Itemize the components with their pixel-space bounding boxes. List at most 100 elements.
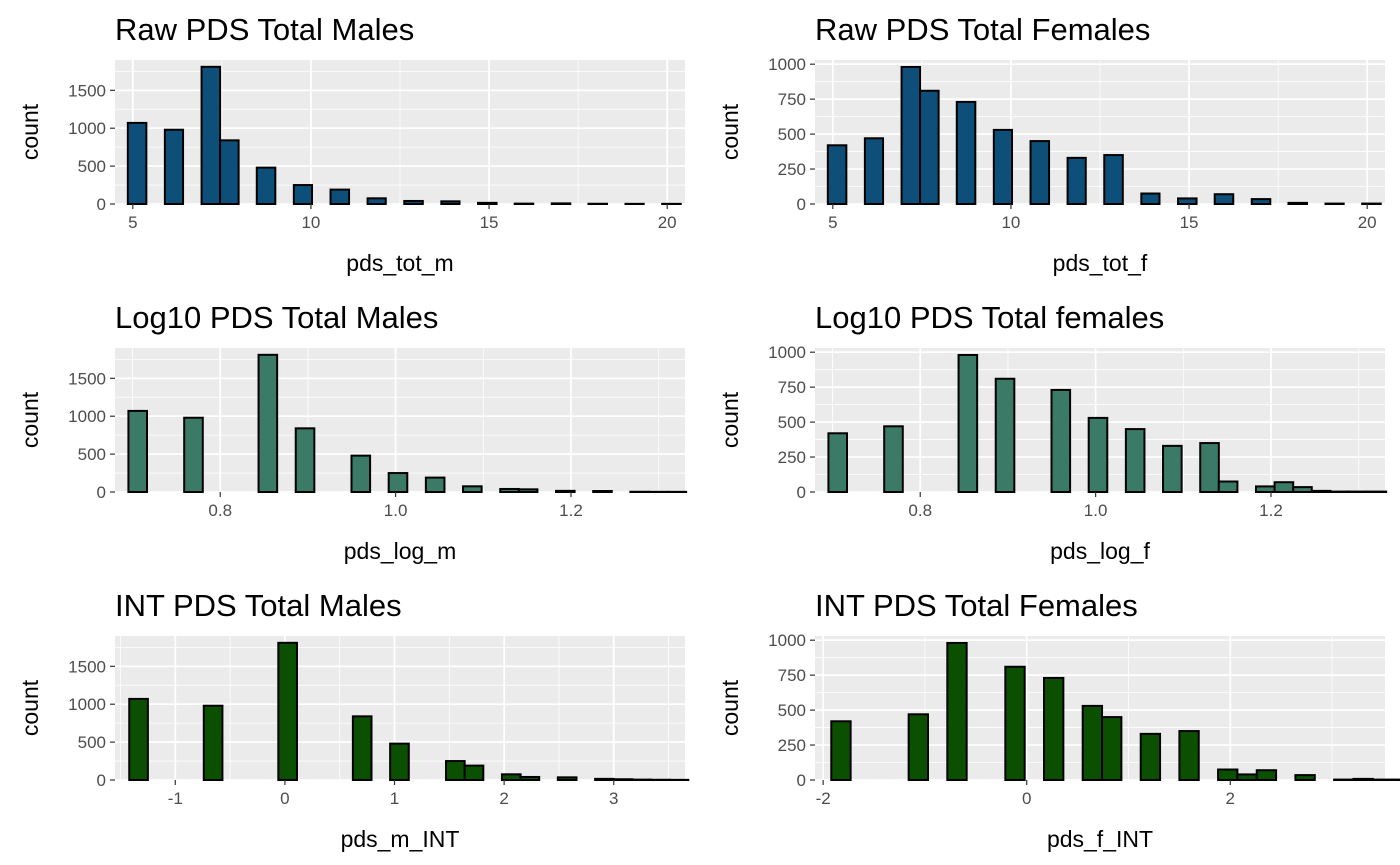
y-tick-label: 500 <box>78 445 106 464</box>
histogram-bar <box>463 764 485 781</box>
histogram-bar <box>994 377 1016 494</box>
histogram-bar <box>366 197 387 206</box>
histogram-bar <box>1217 768 1239 782</box>
histogram-bar <box>424 476 446 494</box>
y-tick-label: 750 <box>778 666 806 685</box>
histogram-bar <box>556 776 578 781</box>
chart-title: INT PDS Total Males <box>115 588 402 623</box>
histogram-bar <box>127 409 149 494</box>
y-tick-label: 500 <box>78 157 106 176</box>
y-tick-label: 1000 <box>768 343 806 362</box>
x-axis-title: pds_f_INT <box>1047 826 1153 852</box>
histogram-bar <box>1177 197 1198 205</box>
histogram-bar <box>1217 480 1239 493</box>
x-tick-label: 0.8 <box>908 501 932 520</box>
histogram-bar <box>1140 192 1161 205</box>
x-tick-label: -2 <box>816 789 831 808</box>
y-tick-label: 1500 <box>68 657 106 676</box>
histogram-bar <box>500 773 522 782</box>
histogram-bar <box>1004 665 1026 781</box>
y-tick-label: 1000 <box>768 55 806 74</box>
y-tick-label: 0 <box>797 483 806 502</box>
chart-title: Raw PDS Total Males <box>115 12 414 47</box>
y-tick-label: 500 <box>778 125 806 144</box>
histogram-panel: 5 10 15 20 0 250 500 750 1000 Raw PDS Total Femal… <box>717 12 1385 276</box>
histogram-bar <box>351 715 373 782</box>
histogram-bar <box>883 425 904 493</box>
histogram-bar <box>900 65 922 205</box>
x-tick-label: 1.2 <box>1259 501 1283 520</box>
x-tick-label: 10 <box>1001 213 1020 232</box>
histogram-bar <box>1103 154 1124 205</box>
x-axis-title: pds_log_m <box>344 538 457 564</box>
histogram-bar <box>403 199 424 205</box>
x-tick-label: 1.0 <box>384 501 408 520</box>
histogram-bar <box>1236 773 1258 782</box>
x-tick-label: 10 <box>301 213 320 232</box>
x-axis-title: pds_tot_m <box>346 250 453 276</box>
histogram-panel: -1 0 1 2 3 0 500 1000 1500 INT PDS Total Males pds… <box>17 588 690 852</box>
histogram-bar <box>1255 485 1276 494</box>
histogram-bar <box>517 488 539 494</box>
y-tick-label: 1000 <box>768 631 806 650</box>
y-tick-label: 250 <box>778 160 806 179</box>
x-tick-label: 1 <box>390 789 399 808</box>
y-tick-label: 1000 <box>68 695 106 714</box>
x-tick-label: 0 <box>1022 789 1031 808</box>
chart-title: Log10 PDS Total Males <box>115 300 438 335</box>
histogram-bar <box>202 704 224 781</box>
y-axis-title: count <box>17 679 43 736</box>
histogram-bar <box>477 201 498 206</box>
histogram-bar <box>219 139 240 205</box>
chart-title: Raw PDS Total Females <box>815 12 1150 47</box>
histogram-bar <box>550 202 572 205</box>
histogram-bar <box>919 89 940 205</box>
histogram-bar <box>1250 198 1272 205</box>
x-tick-label: 15 <box>1180 213 1199 232</box>
histogram-bar <box>462 485 483 494</box>
histogram-bar <box>445 760 466 781</box>
histogram-bar <box>946 641 968 781</box>
histogram-bar <box>1199 442 1220 493</box>
histogram-bar <box>294 427 316 494</box>
histogram-bar <box>594 777 615 782</box>
y-tick-label: 0 <box>797 771 806 790</box>
histogram-bar <box>1029 140 1051 205</box>
y-axis-title: count <box>717 679 743 736</box>
histogram-bar <box>292 184 314 205</box>
histogram-bar <box>1162 444 1183 493</box>
histogram-bar <box>1139 732 1162 781</box>
histogram-panel: 5 10 15 20 0 500 1000 1500 Raw PDS Total Males pd… <box>17 12 685 276</box>
y-tick-label: 0 <box>797 195 806 214</box>
histogram-bar <box>830 720 852 781</box>
histogram-bar <box>277 641 298 781</box>
y-tick-label: 1000 <box>68 119 106 138</box>
y-tick-label: 0 <box>97 195 106 214</box>
histogram-bar <box>1287 201 1308 205</box>
panel-background <box>115 348 685 492</box>
x-tick-label: 3 <box>609 789 618 808</box>
x-tick-label: 5 <box>128 213 137 232</box>
histogram-bar <box>519 775 541 782</box>
y-tick-label: 750 <box>778 90 806 109</box>
x-axis-title: pds_m_INT <box>341 826 460 852</box>
histogram-bar <box>826 144 848 205</box>
histogram-bar <box>1310 489 1332 494</box>
histogram-bar <box>257 353 279 493</box>
histogram-bar <box>1081 704 1104 781</box>
x-axis-title: pds_tot_f <box>1053 250 1148 276</box>
histogram-bar <box>1124 428 1146 493</box>
x-tick-label: 20 <box>658 213 677 232</box>
x-tick-label: 2 <box>499 789 508 808</box>
histogram-panel: 0.8 1.0 1.2 0 250 500 750 1000 Log10 PDS Total f… <box>717 300 1388 564</box>
y-tick-label: 1500 <box>68 81 106 100</box>
histogram-bar <box>1294 774 1316 782</box>
histogram-bar <box>389 742 410 781</box>
histogram-bar <box>612 778 634 782</box>
histogram-panel: 0.8 1.0 1.2 0 500 1000 1500 Log10 PDS Total Mal… <box>17 300 688 564</box>
histogram-bar <box>387 472 409 494</box>
y-tick-label: 0 <box>97 483 106 502</box>
x-tick-label: 20 <box>1358 213 1377 232</box>
histogram-bar <box>499 487 520 493</box>
